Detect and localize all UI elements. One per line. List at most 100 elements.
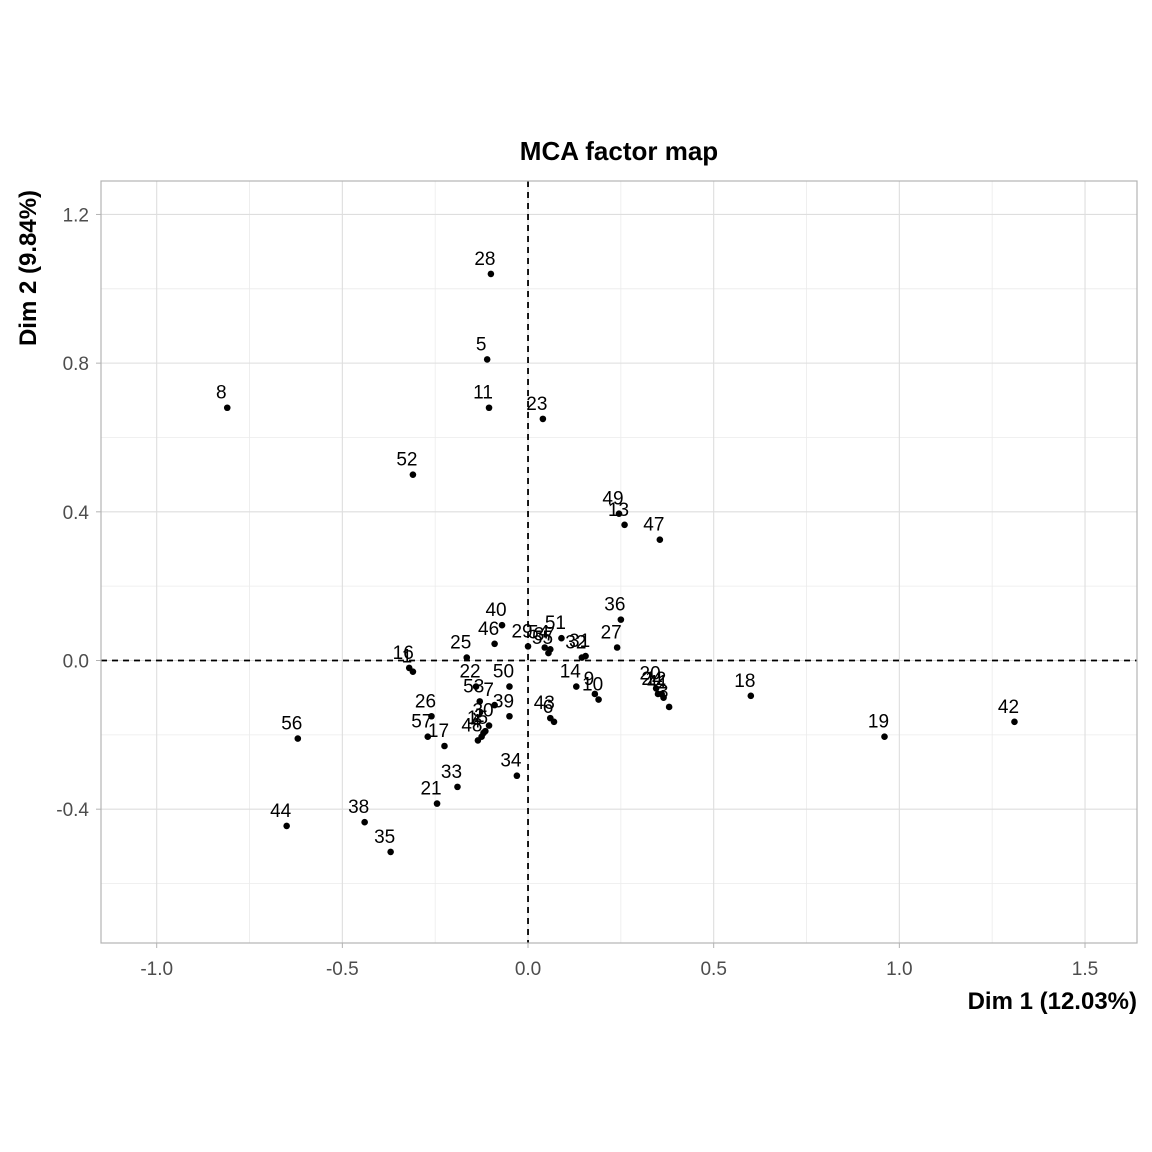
- data-point: [361, 818, 368, 826]
- point-label: 35: [374, 827, 395, 848]
- point-label: 4: [470, 712, 481, 733]
- point-label: 39: [493, 691, 514, 712]
- point-label: 22: [459, 662, 480, 683]
- data-point: [665, 703, 673, 711]
- data-point: [424, 733, 432, 741]
- point-label: 49: [602, 489, 623, 510]
- point-label: 32: [565, 633, 586, 654]
- x-tick-label: 1.5: [1072, 959, 1098, 980]
- data-point: [613, 644, 621, 651]
- data-point: [474, 737, 482, 744]
- x-axis-ticks: -1.0 -0.5 0.0 0.5 1.0 1.5: [140, 943, 1098, 980]
- data-point: [409, 668, 417, 675]
- point-label: 27: [601, 622, 622, 643]
- point-label: 51: [545, 613, 566, 634]
- point-label: 24: [641, 669, 663, 690]
- data-point: [387, 848, 394, 856]
- data-point: [558, 634, 565, 642]
- point-label: 38: [348, 797, 369, 818]
- data-point: [591, 690, 599, 698]
- point-label: 13: [608, 500, 629, 521]
- point-label: 41: [647, 673, 668, 694]
- data-point: [441, 742, 448, 750]
- point-label: 50: [493, 662, 514, 683]
- points-layer: [223, 270, 1018, 856]
- x-tick-label: -1.0: [140, 959, 173, 980]
- data-point: [539, 415, 547, 423]
- data-point: [491, 701, 498, 709]
- y-tick-label: 0.4: [63, 503, 90, 524]
- point-label: 23: [526, 394, 547, 415]
- data-point: [506, 712, 513, 720]
- data-point: [660, 694, 667, 701]
- point-label: 46: [478, 619, 499, 640]
- point-label: 26: [415, 691, 436, 712]
- data-point: [454, 783, 461, 791]
- point-label: 12: [645, 669, 666, 690]
- y-tick-label: -0.4: [56, 800, 89, 821]
- point-label: 14: [560, 662, 582, 683]
- data-point: [545, 649, 552, 657]
- data-point: [1011, 718, 1018, 726]
- point-label: 17: [428, 721, 449, 742]
- data-point: [487, 270, 495, 278]
- data-point: [485, 722, 493, 729]
- point-label: 56: [281, 714, 302, 735]
- point-label: 34: [500, 751, 522, 772]
- point-label: 53: [463, 676, 484, 697]
- reference-lines: [101, 181, 1137, 943]
- point-label: 11: [473, 383, 493, 404]
- x-axis-title: Dim 1 (12.03%): [968, 988, 1137, 1015]
- point-label: 48: [461, 715, 482, 736]
- point-label: 2: [474, 706, 485, 727]
- point-label: 37: [534, 624, 555, 645]
- chart-title: MCA factor map: [520, 136, 718, 166]
- data-point: [513, 772, 521, 780]
- x-tick-label: 0.0: [515, 959, 541, 980]
- point-label: 29: [511, 621, 532, 642]
- y-axis-title: Dim 2 (9.84%): [15, 190, 42, 346]
- point-label: 42: [998, 697, 1019, 718]
- point-label: 15: [467, 708, 488, 729]
- point-label: 31: [569, 631, 590, 652]
- x-tick-label: 1.0: [886, 959, 912, 980]
- data-point: [617, 616, 625, 623]
- point-label: 3: [658, 682, 669, 703]
- data-point: [541, 644, 549, 651]
- data-point: [428, 712, 435, 720]
- point-label: 57: [411, 712, 432, 733]
- data-point: [652, 685, 660, 692]
- minor-gridlines: [101, 181, 1137, 943]
- point-label: 25: [450, 633, 471, 654]
- point-label: 5: [476, 334, 487, 355]
- x-tick-label: 0.5: [700, 959, 726, 980]
- data-point: [656, 536, 664, 543]
- data-point: [550, 718, 558, 726]
- data-point: [621, 521, 628, 529]
- data-point: [615, 510, 623, 517]
- y-tick-label: 0.8: [63, 354, 89, 375]
- point-label: 19: [868, 712, 889, 733]
- data-point: [506, 683, 513, 690]
- data-point: [881, 733, 888, 741]
- point-label: 40: [485, 600, 506, 621]
- point-label: 16: [393, 643, 414, 664]
- point-label: 21: [420, 779, 441, 800]
- data-point: [491, 640, 498, 648]
- point-label: 47: [643, 515, 664, 536]
- point-label: 10: [582, 675, 603, 696]
- data-point: [747, 692, 755, 700]
- point-label: 8: [216, 383, 227, 404]
- data-point: [294, 735, 302, 742]
- data-point: [578, 654, 586, 661]
- point-label: 6: [543, 697, 554, 718]
- data-point: [283, 822, 290, 830]
- point-label: 20: [640, 663, 661, 684]
- point-label: 9: [584, 669, 595, 690]
- point-label: 33: [441, 762, 462, 783]
- point-label: 52: [396, 450, 417, 471]
- point-label: 7: [483, 680, 494, 701]
- data-point: [463, 654, 471, 661]
